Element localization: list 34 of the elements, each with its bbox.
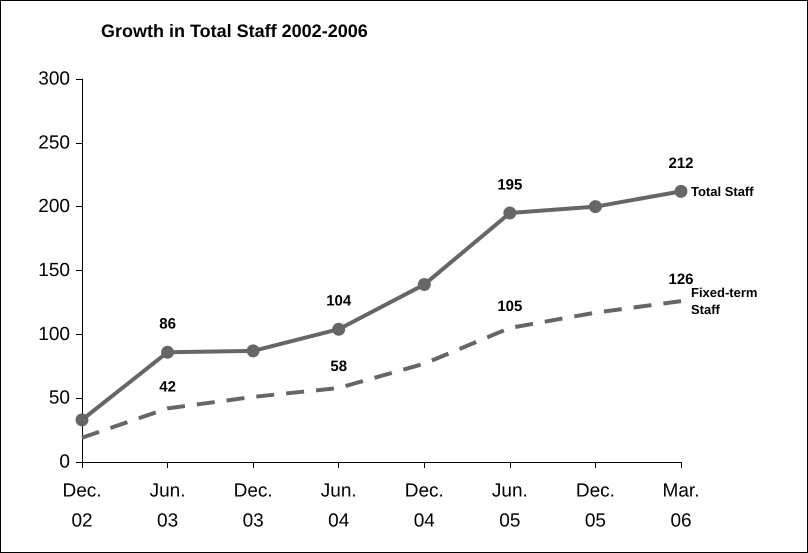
x-tick-label: Jun. 03 [150,480,186,532]
series-label: Total Staff [691,184,754,199]
point [246,344,260,358]
data-label: 104 [326,292,352,310]
data-label: 126 [668,271,694,288]
point [418,278,431,292]
point [503,206,516,220]
y-tick-label: 200 [38,196,70,218]
data-label: 42 [159,378,176,396]
data-label: 86 [159,316,176,333]
data-label: 105 [497,298,522,315]
x-tick-label: Dec. 02 [62,480,102,532]
point [588,200,602,214]
point [674,184,688,198]
y-tick-label: 50 [48,388,70,409]
x-tick-label: Jun. 04 [320,480,357,532]
y-tick-label: 100 [38,324,70,345]
data-label: 58 [330,358,348,375]
point [332,322,346,336]
y-tick-label: 150 [38,260,70,281]
point [76,413,88,426]
x-tick-label: Dec. 05 [576,480,615,532]
data-label: 212 [668,154,694,172]
data-label: 195 [497,176,522,194]
point [161,346,174,359]
y-tick-label: 300 [38,68,70,90]
series-label: Fixed-term Staff [691,285,762,318]
y-tick-label: 250 [38,132,70,154]
chart-title: Growth in Total Staff 2002-2006 [101,21,368,41]
x-tick-label: Dec. 03 [234,480,273,532]
x-tick-label: Mar. 06 [662,480,700,532]
y-tick-label: 0 [59,452,70,472]
x-tick-label: Dec. 04 [404,480,444,532]
x-tick-label: Jun. 05 [492,480,528,532]
